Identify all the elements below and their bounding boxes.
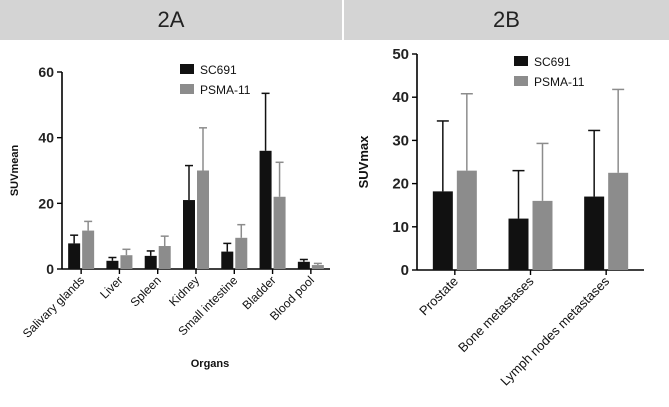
legend-label: SC691 bbox=[200, 63, 237, 77]
bar-sc691-salivary-glands bbox=[68, 243, 81, 269]
legend-label: PSMA-11 bbox=[200, 83, 251, 97]
chart-2a: 0 20 40 60 SUVmean Salivary glands Liver Spleen… bbox=[9, 63, 330, 370]
x-tick-label: Kidney bbox=[166, 273, 202, 309]
bar-sc691-spleen bbox=[144, 255, 157, 269]
bar-sc691-bladder bbox=[259, 150, 272, 269]
bar-psma11-spleen bbox=[158, 246, 171, 269]
y-tick-label: 20 bbox=[392, 176, 409, 193]
y-tick-label: 60 bbox=[38, 64, 54, 80]
x-axis-label: Organs bbox=[191, 358, 230, 370]
bar-sc691-bone-metastases bbox=[508, 218, 529, 270]
x-tick-label: Salivary glands bbox=[20, 273, 87, 340]
bar-sc691-kidney bbox=[183, 200, 195, 269]
x-tick-label: Spleen bbox=[128, 273, 164, 309]
bar-psma11-prostate bbox=[456, 170, 477, 270]
legend-label: SC691 bbox=[534, 55, 571, 69]
bar-psma11-bladder bbox=[273, 196, 286, 269]
legend-swatch-sc691 bbox=[514, 56, 528, 66]
legend-swatch-sc691 bbox=[180, 64, 194, 74]
legend-swatch-psma11 bbox=[514, 76, 528, 86]
y-axis-label: SUVmean bbox=[9, 145, 21, 197]
y-tick-label: 30 bbox=[392, 132, 409, 149]
y-tick-label: 40 bbox=[392, 89, 409, 106]
y-tick-label: 0 bbox=[401, 262, 409, 279]
bar-psma11-liver bbox=[120, 255, 133, 269]
legend-label: PSMA-11 bbox=[534, 75, 585, 89]
x-tick-label: Liver bbox=[97, 273, 125, 301]
bar-psma11-salivary-glands bbox=[82, 230, 95, 269]
y-tick-label: 40 bbox=[38, 130, 54, 146]
bar-sc691-liver bbox=[106, 260, 119, 269]
x-tick-label: Bone metastases bbox=[455, 273, 537, 355]
y-tick-label: 50 bbox=[392, 46, 409, 63]
panel-b-header: 2B bbox=[344, 0, 669, 40]
y-axis-label: SUVmax bbox=[356, 135, 371, 189]
bar-sc691-lymph-nodes-metastases bbox=[584, 196, 605, 270]
bar-sc691-prostate bbox=[432, 191, 453, 270]
y-tick-label: 10 bbox=[392, 219, 409, 236]
y-tick-label: 20 bbox=[38, 195, 54, 211]
bar-psma11-lymph-nodes-metastases bbox=[608, 172, 629, 270]
panel-a-header: 2A bbox=[0, 0, 342, 40]
bar-psma11-kidney bbox=[197, 170, 209, 269]
bar-psma11-bone-metastases bbox=[532, 200, 553, 270]
legend-swatch-psma11 bbox=[180, 84, 194, 94]
bar-psma11-blood-pool bbox=[311, 265, 324, 269]
bar-sc691-blood-pool bbox=[297, 261, 310, 269]
y-tick-label: 0 bbox=[46, 261, 54, 277]
bar-sc691-small-intestine bbox=[221, 251, 234, 269]
bar-psma11-small-intestine bbox=[235, 237, 248, 269]
x-tick-label: Prostate bbox=[416, 274, 461, 319]
